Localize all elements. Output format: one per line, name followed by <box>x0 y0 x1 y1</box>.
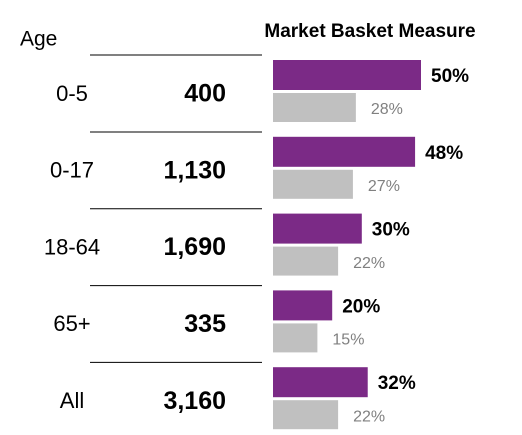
age-label: All <box>60 388 84 413</box>
primary-bar <box>273 60 421 90</box>
chart-title: Market Basket Measure <box>264 21 475 42</box>
secondary-bar <box>273 246 339 276</box>
age-label: 65+ <box>53 311 90 336</box>
primary-value-label: 48% <box>425 143 463 164</box>
primary-value-label: 30% <box>372 220 410 241</box>
secondary-bar <box>273 169 353 199</box>
primary-bar <box>273 213 362 244</box>
primary-value-label: 20% <box>342 296 380 317</box>
secondary-bar <box>273 93 356 122</box>
secondary-value-label: 27% <box>368 178 400 195</box>
secondary-value-label: 22% <box>353 408 385 425</box>
primary-value-label: 50% <box>431 66 469 87</box>
count-label: 335 <box>184 310 226 338</box>
primary-bar <box>273 136 416 167</box>
count-label: 400 <box>184 80 226 108</box>
age-label: 18-64 <box>44 234 100 259</box>
count-label: 1,130 <box>163 156 226 184</box>
count-label: 3,160 <box>163 387 226 415</box>
secondary-value-label: 15% <box>332 332 364 349</box>
age-label: 0-17 <box>50 158 94 183</box>
primary-bar <box>273 367 368 398</box>
secondary-value-label: 28% <box>371 101 403 118</box>
count-label: 1,690 <box>163 233 226 261</box>
primary-value-label: 32% <box>378 373 416 394</box>
secondary-value-label: 22% <box>353 255 385 272</box>
age-label: 0-5 <box>56 81 88 106</box>
primary-bar <box>273 290 333 321</box>
column-header: Age <box>20 28 57 51</box>
secondary-bar <box>273 400 339 430</box>
secondary-bar <box>273 323 318 353</box>
